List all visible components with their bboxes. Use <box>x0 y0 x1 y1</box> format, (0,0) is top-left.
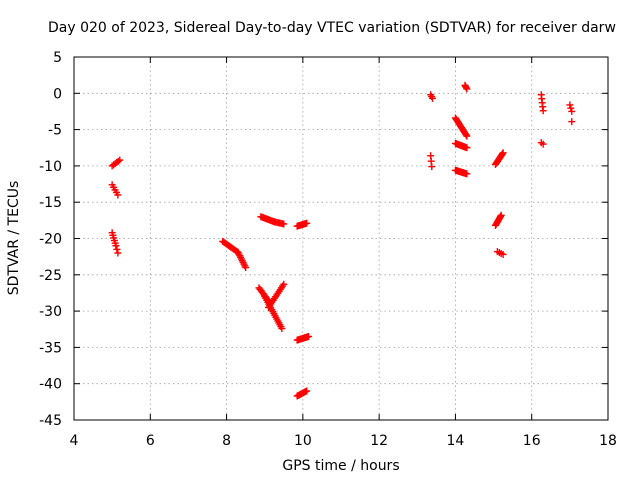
data-point <box>242 264 250 272</box>
data-point <box>568 118 576 126</box>
data-point <box>566 101 574 109</box>
data-point <box>568 107 576 115</box>
data-point <box>497 211 505 219</box>
data-point <box>539 140 547 148</box>
data-point <box>428 163 436 171</box>
data-point <box>278 325 286 333</box>
data-point <box>303 219 311 227</box>
data-point <box>463 132 471 140</box>
y-axis-label: SDTVAR / TECUs <box>6 181 22 296</box>
axis-ticks: 4 6 8 10 12 14 16 18 5 0 -5 -10 -15 -20 -25 -30 -35 -40 -4… <box>39 50 617 449</box>
x-tick-label: 18 <box>599 433 617 449</box>
data-point <box>567 104 575 112</box>
data-point <box>463 144 471 152</box>
y-tick-label: -5 <box>48 123 62 139</box>
x-tick-label: 8 <box>222 433 231 449</box>
x-tick-label: 6 <box>146 433 155 449</box>
data-point <box>499 250 507 258</box>
x-tick-label: 16 <box>523 433 541 449</box>
chart-title: Day 020 of 2023, Sidereal Day-to-day VTE… <box>48 20 616 36</box>
data-point <box>113 245 121 253</box>
data-point <box>112 242 120 250</box>
data-point <box>499 149 507 157</box>
y-tick-label: 0 <box>53 86 62 102</box>
x-axis-label: GPS time / hours <box>282 458 399 474</box>
data-point <box>463 170 471 178</box>
y-tick-label: -35 <box>39 340 62 356</box>
data-point <box>429 94 437 102</box>
data-point <box>116 156 124 164</box>
y-tick-label: -45 <box>39 413 62 429</box>
x-tick-label: 10 <box>294 433 312 449</box>
data-point <box>305 333 313 341</box>
x-tick-label: 14 <box>447 433 465 449</box>
grid-lines <box>74 57 608 420</box>
data-point <box>114 249 122 257</box>
data-points <box>108 81 576 400</box>
x-tick-label: 12 <box>370 433 388 449</box>
y-tick-label: -15 <box>39 195 62 211</box>
data-point <box>303 387 311 395</box>
y-tick-label: -25 <box>39 268 62 284</box>
y-tick-label: -40 <box>39 377 62 393</box>
data-point <box>462 131 470 139</box>
x-tick-label: 4 <box>70 433 79 449</box>
data-point <box>463 85 471 93</box>
y-tick-label: -20 <box>39 232 62 248</box>
data-point <box>539 107 547 115</box>
data-point <box>280 280 288 288</box>
y-tick-label: -30 <box>39 304 62 320</box>
data-point <box>114 191 122 199</box>
data-point <box>114 157 122 165</box>
y-tick-label: 5 <box>53 50 62 66</box>
y-tick-label: -10 <box>39 159 62 175</box>
data-point <box>280 220 288 228</box>
